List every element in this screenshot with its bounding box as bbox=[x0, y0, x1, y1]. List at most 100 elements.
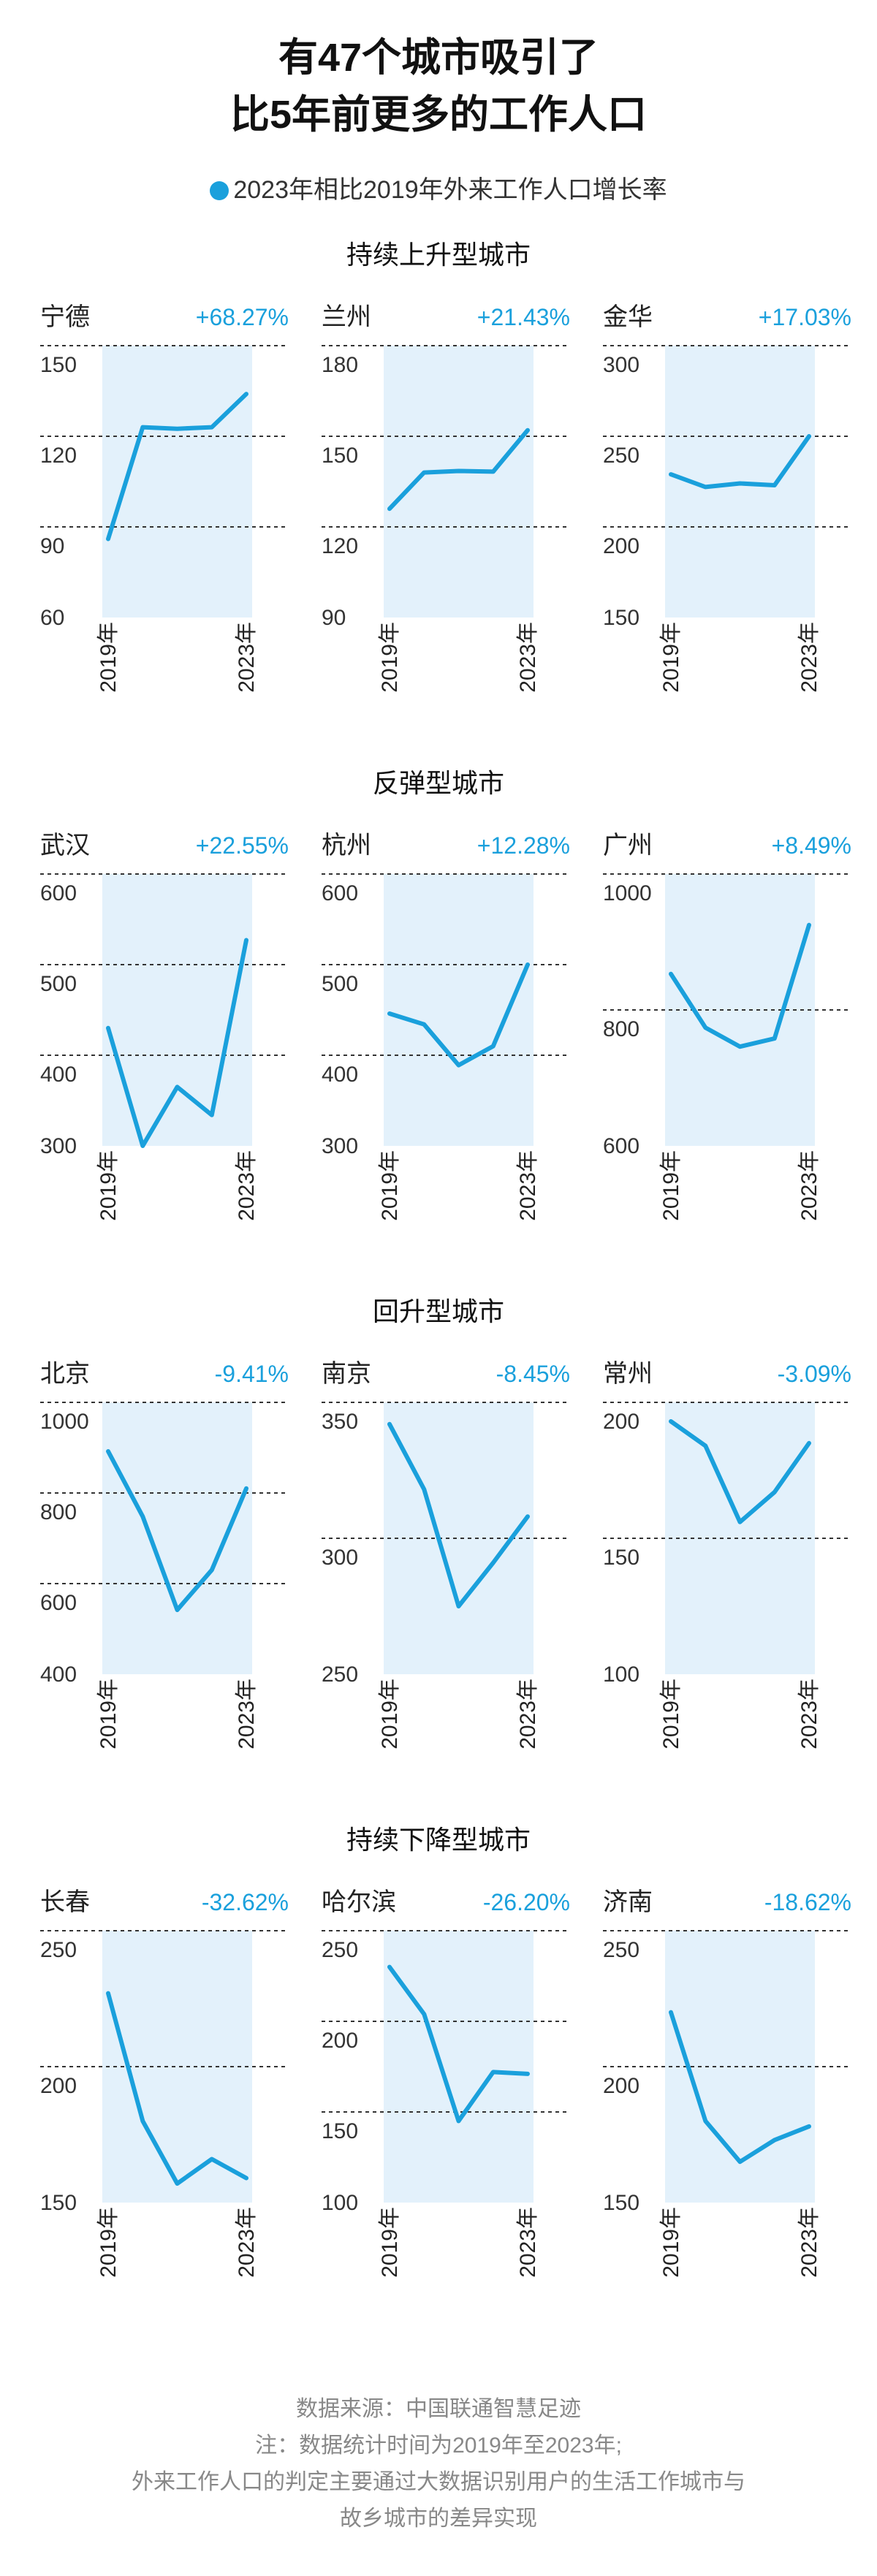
change-label: -8.45% bbox=[496, 1361, 570, 1387]
change-label: -26.20% bbox=[483, 1889, 570, 1915]
page-title: 有47个城市吸引了 比5年前更多的工作人口 bbox=[0, 29, 877, 143]
footer-notes: 数据来源：中国联通智慧足迹 注：数据统计时间为2019年至2023年; 外来工作… bbox=[0, 2391, 877, 2537]
title-line-2: 比5年前更多的工作人口 bbox=[229, 93, 648, 137]
y-tick-label: 250 bbox=[322, 1938, 358, 1962]
legend-dot-icon bbox=[210, 181, 229, 200]
plot-background bbox=[102, 1402, 252, 1674]
y-tick-label: 800 bbox=[40, 1500, 77, 1524]
y-tick-label: 150 bbox=[603, 1546, 639, 1570]
y-tick-label: 60 bbox=[40, 606, 64, 630]
y-tick-label: 200 bbox=[603, 534, 639, 558]
y-tick-label: 200 bbox=[40, 2074, 77, 2098]
city-name: 南京 bbox=[322, 1360, 371, 1388]
y-tick-label: 300 bbox=[603, 353, 639, 377]
city-name: 北京 bbox=[40, 1360, 90, 1388]
x-tick-label: 2019年 bbox=[378, 1679, 402, 1749]
change-label: +21.43% bbox=[477, 304, 570, 330]
plot-background bbox=[384, 874, 534, 1146]
y-tick-label: 300 bbox=[40, 1134, 77, 1158]
x-tick-label: 2023年 bbox=[235, 1150, 259, 1221]
title-line-1: 有47个城市吸引了 bbox=[278, 36, 599, 80]
city-name: 哈尔滨 bbox=[322, 1888, 396, 1916]
y-tick-label: 150 bbox=[322, 444, 358, 468]
city-chart: 济南 -18.62% 250 200 150 2019年 2023年 bbox=[603, 1888, 851, 2278]
y-tick-label: 600 bbox=[40, 881, 77, 905]
x-tick-label: 2019年 bbox=[96, 1679, 121, 1749]
change-label: +8.49% bbox=[772, 832, 851, 859]
y-tick-label: 250 bbox=[603, 444, 639, 468]
y-tick-label: 120 bbox=[40, 444, 77, 468]
x-tick-label: 2023年 bbox=[516, 1150, 540, 1221]
plot-background bbox=[384, 346, 534, 618]
y-tick-label: 400 bbox=[40, 1663, 77, 1687]
y-tick-label: 400 bbox=[40, 1063, 77, 1087]
y-tick-label: 1000 bbox=[40, 1410, 89, 1434]
city-name: 济南 bbox=[603, 1888, 653, 1916]
legend-label: 2023年相比2019年外来工作人口增长率 bbox=[233, 176, 667, 204]
x-tick-label: 2023年 bbox=[516, 622, 540, 693]
y-tick-label: 500 bbox=[322, 972, 358, 996]
y-tick-label: 150 bbox=[603, 2191, 639, 2215]
y-tick-label: 300 bbox=[322, 1546, 358, 1570]
change-label: +12.28% bbox=[477, 832, 570, 859]
x-tick-label: 2023年 bbox=[797, 622, 821, 693]
section-title-declining: 持续下降型城市 bbox=[346, 1825, 531, 1855]
city-name: 常州 bbox=[603, 1360, 653, 1388]
y-tick-label: 200 bbox=[322, 2029, 358, 2053]
y-tick-label: 1000 bbox=[603, 881, 652, 905]
y-tick-label: 350 bbox=[322, 1410, 358, 1434]
x-tick-label: 2019年 bbox=[659, 1150, 683, 1221]
y-tick-label: 500 bbox=[40, 972, 77, 996]
city-name: 武汉 bbox=[40, 832, 90, 859]
x-tick-label: 2023年 bbox=[797, 1679, 821, 1749]
x-tick-label: 2019年 bbox=[96, 622, 121, 693]
x-tick-label: 2023年 bbox=[797, 1150, 821, 1221]
change-label: -3.09% bbox=[778, 1361, 851, 1387]
city-chart: 北京 -9.41% 1000 800 600 400 2019年 2023年 bbox=[40, 1360, 289, 1749]
x-tick-label: 2023年 bbox=[235, 1679, 259, 1749]
city-chart: 武汉 +22.55% 600 500 400 300 2019年 2023年 bbox=[40, 832, 289, 1221]
city-chart: 杭州 +12.28% 600 500 400 300 2019年 2023年 bbox=[322, 832, 570, 1221]
y-tick-label: 250 bbox=[40, 1938, 77, 1962]
city-chart: 长春 -32.62% 250 200 150 2019年 2023年 bbox=[40, 1888, 289, 2278]
plot-background bbox=[384, 1931, 534, 2203]
y-tick-label: 250 bbox=[322, 1663, 358, 1687]
x-tick-label: 2019年 bbox=[378, 1150, 402, 1221]
x-tick-label: 2019年 bbox=[659, 1679, 683, 1749]
y-tick-label: 90 bbox=[40, 534, 64, 558]
y-tick-label: 100 bbox=[603, 1663, 639, 1687]
y-tick-label: 600 bbox=[40, 1591, 77, 1615]
city-name: 宁德 bbox=[40, 303, 90, 331]
section-title-recovering: 回升型城市 bbox=[372, 1296, 504, 1326]
x-tick-label: 2023年 bbox=[797, 2207, 821, 2278]
change-label: -18.62% bbox=[764, 1889, 851, 1915]
change-label: -32.62% bbox=[202, 1889, 289, 1915]
y-tick-label: 600 bbox=[603, 1134, 639, 1158]
city-name: 金华 bbox=[603, 303, 653, 331]
y-tick-label: 600 bbox=[322, 881, 358, 905]
change-label: +22.55% bbox=[196, 832, 289, 859]
x-tick-label: 2023年 bbox=[516, 1679, 540, 1749]
x-tick-label: 2019年 bbox=[659, 2207, 683, 2278]
y-tick-label: 800 bbox=[603, 1017, 639, 1041]
city-chart: 哈尔滨 -26.20% 250 200 150 100 2019年 2023年 bbox=[322, 1888, 570, 2278]
x-tick-label: 2019年 bbox=[96, 2207, 121, 2278]
city-chart: 金华 +17.03% 300 250 200 150 2019年 2023年 bbox=[603, 303, 851, 693]
footer-note-2: 外来工作人口的判定主要通过大数据识别用户的生活工作城市与 bbox=[132, 2470, 745, 2494]
y-tick-label: 90 bbox=[322, 606, 346, 630]
city-chart: 宁德 +68.27% 150 120 90 60 2019年 2023年 bbox=[40, 303, 289, 693]
city-chart: 南京 -8.45% 350 300 250 2019年 2023年 bbox=[322, 1360, 570, 1749]
y-tick-label: 100 bbox=[322, 2191, 358, 2215]
plot-background bbox=[102, 1931, 252, 2203]
section-title-rising: 持续上升型城市 bbox=[346, 240, 531, 270]
plot-background bbox=[665, 1402, 815, 1674]
y-tick-label: 180 bbox=[322, 353, 358, 377]
change-label: -9.41% bbox=[215, 1361, 289, 1387]
x-tick-label: 2019年 bbox=[659, 622, 683, 693]
y-tick-label: 150 bbox=[322, 2119, 358, 2143]
city-chart: 常州 -3.09% 200 150 100 2019年 2023年 bbox=[603, 1360, 851, 1749]
y-tick-label: 200 bbox=[603, 2074, 639, 2098]
x-tick-label: 2019年 bbox=[378, 2207, 402, 2278]
x-tick-label: 2023年 bbox=[235, 622, 259, 693]
